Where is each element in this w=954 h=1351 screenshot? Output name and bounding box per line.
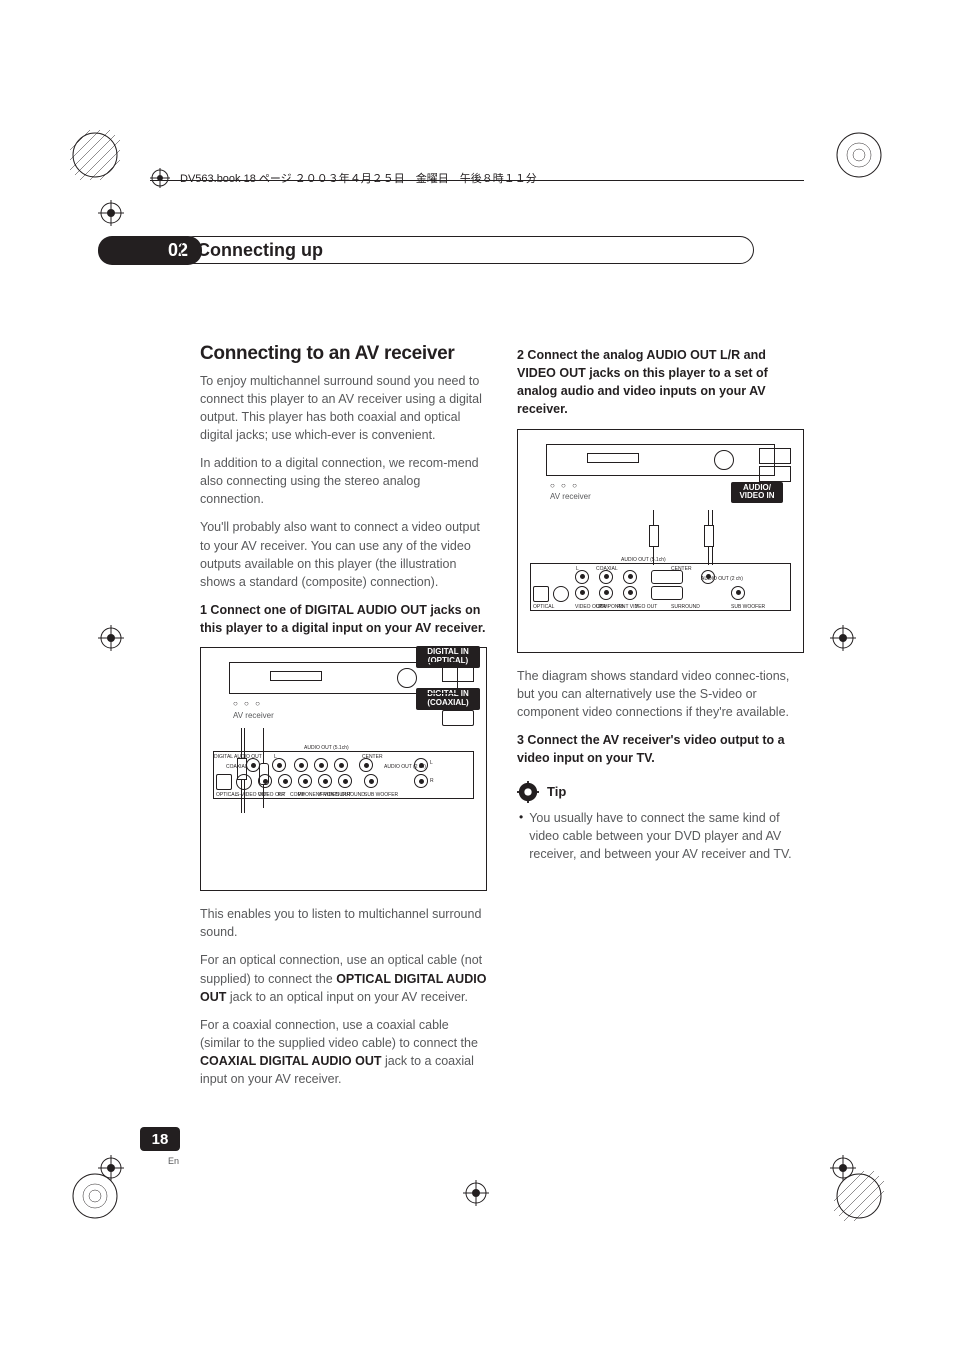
rca-jack-icon: [294, 758, 308, 772]
rca-jack-icon: [338, 774, 352, 788]
rca-jack-icon: [414, 774, 428, 788]
panel-label: COMPONENT VIDEO OUT: [596, 604, 657, 611]
panel-label: R: [430, 778, 434, 785]
badge-audio-video-in: AUDIO/ VIDEO IN: [731, 482, 783, 504]
connection-diagram-2: ○ ○ ○ AV receiver AUDIO/ VIDEO IN AUDIO …: [517, 429, 804, 653]
header-text: DV563.book 18 ページ ２００３年４月２５日 金曜日 午後８時１１分: [180, 170, 537, 186]
chapter-bar: 02 Connecting up: [98, 235, 754, 265]
panel-label: SURROUND: [336, 792, 365, 799]
panel-label: L: [430, 760, 433, 767]
tip-text: You usually have to connect the same kin…: [529, 809, 804, 863]
reg-mark-icon: [98, 625, 124, 651]
av-receiver-box: [229, 662, 458, 694]
body-text: For a coaxial connection, use a coaxial …: [200, 1016, 487, 1089]
av-receiver-box: [546, 444, 775, 476]
rca-jack-icon: [314, 758, 328, 772]
coaxial-port-icon: [442, 710, 474, 726]
bullet-icon: •: [519, 809, 523, 863]
left-column: Connecting to an AV receiver To enjoy mu…: [200, 340, 487, 1098]
panel-label: SURROUND: [671, 604, 700, 611]
book-reg-icon: [150, 168, 170, 188]
reg-mark-icon: [830, 1155, 856, 1181]
header-rule: [150, 180, 804, 181]
step-heading: 1 Connect one of DIGITAL AUDIO OUT jacks…: [200, 601, 487, 637]
rca-jack-icon: [334, 758, 348, 772]
step-heading: 3 Connect the AV receiver's video output…: [517, 731, 804, 767]
svideo-jack-icon: [553, 586, 569, 602]
av-dial-icon: [397, 668, 417, 688]
panel-label: L: [274, 754, 277, 761]
rca-jack-icon: [731, 586, 745, 600]
panel-label: OPTICAL: [533, 604, 554, 611]
body-text: You'll probably also want to connect a v…: [200, 518, 487, 591]
chapter-title: Connecting up: [197, 240, 323, 261]
rca-jack-icon: [623, 570, 637, 584]
rca-jack-icon: [246, 758, 260, 772]
header-meta: DV563.book 18 ページ ２００３年４月２５日 金曜日 午後８時１１分: [150, 168, 804, 188]
panel-label: COAXIAL: [226, 764, 248, 771]
panel-label: CENTER: [362, 754, 383, 761]
rca-jack-icon: [298, 774, 312, 788]
reg-mark-icon: [98, 1155, 124, 1181]
rca-jack-icon: [575, 586, 589, 600]
reg-mark-icon: [830, 625, 856, 651]
page-language: En: [168, 1156, 179, 1166]
panel-label: OPTICAL: [216, 792, 237, 799]
rca-jack-icon: [258, 774, 272, 788]
rca-jack-icon: [414, 758, 428, 772]
right-column: 2 Connect the analog AUDIO OUT L/R and V…: [517, 340, 804, 1098]
reg-mark-icon: [98, 200, 124, 226]
rca-jack-icon: [599, 570, 613, 584]
optical-jack-icon: [533, 586, 549, 602]
chapter-outline: Connecting up: [180, 236, 754, 264]
player-rear-panel: AUDIO OUT (5.1ch) L COAXIAL OPTICAL CENT…: [530, 563, 791, 611]
body-text-span: jack to an optical input on your AV rece…: [226, 990, 468, 1004]
panel-label: FRONT: [320, 792, 337, 799]
page: DV563.book 18 ページ ２００３年４月２５日 金曜日 午後８時１１分…: [0, 0, 954, 1351]
page-number: 18: [140, 1127, 180, 1151]
crop-mark-tl-icon: [70, 130, 120, 180]
av-dial-icon: [714, 450, 734, 470]
rca-jack-icon: [364, 774, 378, 788]
tip-row: Tip: [517, 781, 804, 803]
panel-label: SUB WOOFER: [731, 604, 765, 611]
reg-mark-icon: [463, 1180, 489, 1206]
panel-label: AUDIO OUT (5.1ch): [304, 745, 349, 752]
rca-pair-icon: [651, 570, 683, 584]
svideo-jack-icon: [236, 774, 252, 790]
section-heading: Connecting to an AV receiver: [200, 340, 487, 368]
rca-pair-icon: [651, 586, 683, 600]
rca-jack-icon: [701, 570, 715, 584]
plug-icon: [704, 525, 714, 547]
rca-jack-icon: [623, 586, 637, 600]
rca-jack-icon: [599, 586, 613, 600]
rca-jack-icon: [575, 570, 589, 584]
rca-jack-icon: [318, 774, 332, 788]
bold-term: COAXIAL DIGITAL AUDIO OUT: [200, 1054, 381, 1068]
optical-jack-icon: [216, 774, 232, 790]
tip-bullet: • You usually have to connect the same k…: [519, 809, 804, 863]
gear-tip-icon: [517, 781, 539, 803]
av-in-port-icon: [759, 448, 791, 464]
body-text: For an optical connection, use an optica…: [200, 951, 487, 1005]
rca-jack-icon: [278, 774, 292, 788]
panel-label: AUDIO OUT (5.1ch): [621, 557, 666, 564]
panel-label: SUB WOOFER: [364, 792, 398, 799]
body-text: To enjoy multichannel surround sound you…: [200, 372, 487, 445]
av-slot-icon: [587, 453, 639, 463]
plug-icon: [649, 525, 659, 547]
body-text: In addition to a digital connection, we …: [200, 454, 487, 508]
player-rear-panel: AUDIO OUT (5.1ch) DIGITAL AUDIO OUT COAX…: [213, 751, 474, 799]
connection-diagram-1: DIGITAL IN (OPTICAL) DIGITAL IN (COAXIAL…: [200, 647, 487, 891]
panel-label: PR: [278, 792, 285, 799]
av-in-port-icon: [759, 466, 791, 482]
step-heading: 2 Connect the analog AUDIO OUT L/R and V…: [517, 346, 804, 419]
av-slot-icon: [270, 671, 322, 681]
content-area: Connecting to an AV receiver To enjoy mu…: [200, 340, 804, 1098]
tip-label: Tip: [547, 783, 566, 802]
crop-mark-tr-icon: [834, 130, 884, 180]
body-text-span: For a coaxial connection, use a coaxial …: [200, 1018, 478, 1050]
body-text: The diagram shows standard video connec-…: [517, 667, 804, 721]
body-text: This enables you to listen to multichann…: [200, 905, 487, 941]
